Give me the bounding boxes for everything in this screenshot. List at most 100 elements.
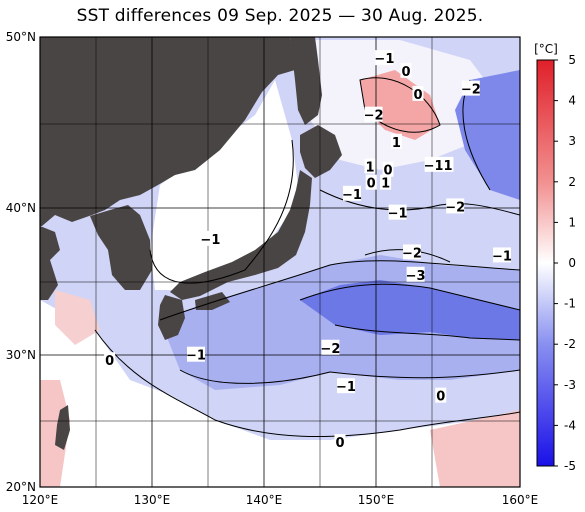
contour-label: −1	[336, 380, 356, 395]
contour-label-background	[337, 378, 355, 394]
contour-label-background	[446, 198, 465, 214]
warm-anomaly-patch-southwest	[40, 380, 70, 487]
lon-label-160: 160°E	[502, 493, 539, 507]
contour-labels: −100 −2−21−1 11 00 1−1−2−1−1−2 −1−3−2−10−100	[104, 50, 512, 451]
contour-label-background	[380, 174, 392, 190]
contour-label-background	[382, 161, 394, 177]
contour-label: 0	[401, 65, 410, 80]
contour-label: −1	[200, 233, 220, 248]
contour-line	[299, 283, 520, 311]
contour-label-background	[493, 247, 511, 263]
map-frame	[39, 36, 521, 488]
contour-label-background	[403, 244, 421, 260]
contour-label-background	[364, 158, 376, 174]
cool-anomaly-patch-northeast	[455, 70, 520, 200]
contour-label-background	[461, 80, 480, 96]
warm-anomaly-patch-southeast	[430, 410, 520, 487]
contour-label: −2	[402, 246, 422, 261]
warm-anomaly-patch-east-china-sea	[55, 290, 100, 345]
contour-label: 0	[335, 436, 344, 451]
contour-line	[179, 369, 520, 384]
land-asia-mainland	[40, 37, 295, 226]
contour-label: −3	[406, 269, 426, 284]
colorbar-tick-label: 5	[568, 53, 576, 67]
contour-label: 0	[383, 164, 392, 179]
colorbar-tick-label: 2	[568, 175, 576, 189]
contour-label: 0	[367, 177, 376, 192]
lat-label-30: 30°N	[6, 348, 36, 362]
longitude-labels: 120°E 130°E 140°E 150°E 160°E	[22, 493, 539, 507]
contour-line	[319, 189, 520, 216]
contour-line	[359, 77, 441, 133]
land-honshu	[170, 170, 312, 300]
contour-label-background	[201, 230, 220, 246]
near-zero-anomaly-region-west	[40, 300, 520, 487]
strong-cool-anomaly-core	[300, 280, 520, 340]
contour-label-background	[412, 85, 424, 101]
contour-label-background	[334, 434, 346, 450]
land-china-coast	[40, 226, 60, 300]
contour-label-background	[104, 352, 116, 368]
map-title: SST differences 09 Sep. 2025 — 30 Aug. 2…	[76, 6, 484, 26]
contour-label: −1	[388, 207, 408, 222]
contour-label: 1	[381, 177, 390, 192]
contour-line	[334, 324, 520, 341]
colorbar: [°C] 5 4 3 2 1 0 -1 -2 -3 -4 -5	[534, 42, 576, 473]
colorbar-tick-label: 3	[568, 134, 576, 148]
colorbar-tick-label: 0	[568, 256, 576, 270]
latitude-labels: 50°N 40°N 30°N 20°N	[6, 30, 36, 494]
lon-label-150: 150°E	[358, 493, 395, 507]
contour-label-background	[343, 185, 361, 201]
contour-label-background	[400, 62, 412, 78]
colorbar-tick-label: -5	[564, 459, 576, 473]
lat-label-40: 40°N	[6, 201, 36, 215]
land-taiwan	[55, 405, 70, 450]
contour-label: −1	[492, 249, 512, 264]
land-korea	[90, 205, 152, 290]
colorbar-tick-label: -3	[564, 378, 576, 392]
lat-label-20: 20°N	[6, 480, 36, 494]
colorbar-tick-label: -2	[564, 337, 576, 351]
colorbar-unit: [°C]	[534, 42, 558, 56]
contour-line	[94, 329, 520, 438]
map-area	[40, 37, 520, 487]
contour-label-background	[364, 106, 383, 122]
contour-line	[149, 139, 294, 284]
contour-label: −2	[461, 83, 481, 98]
contour-label: 0	[413, 88, 422, 103]
contour-label-background	[365, 174, 377, 190]
contour-label: 0	[105, 354, 114, 369]
contour-label-background	[442, 156, 454, 172]
colorbar-ticks: 5 4 3 2 1 0 -1 -2 -3 -4 -5	[554, 53, 576, 473]
contour-label: −1	[186, 349, 206, 364]
contour-label-background	[375, 50, 394, 66]
contour-label: 0	[436, 390, 445, 405]
contour-label: 1	[392, 136, 401, 151]
colorbar-tick-label: -4	[564, 418, 576, 432]
colorbar-tick-label: 1	[568, 215, 576, 229]
contour-label-background	[390, 133, 402, 149]
contour-label-background	[435, 387, 447, 403]
contour-label-background	[321, 339, 340, 355]
land-sakhalin	[290, 37, 322, 125]
contour-label-background	[388, 204, 407, 220]
contour-label-background	[187, 346, 205, 362]
colorbar-tick-label: -1	[564, 297, 576, 311]
contour-label: 1	[443, 159, 452, 174]
land-kyushu	[158, 295, 185, 340]
graticule	[40, 37, 520, 487]
contour-line	[159, 260, 520, 321]
contour-label-background	[406, 266, 425, 282]
colorbar-bar	[536, 59, 555, 467]
lon-label-130: 130°E	[134, 493, 171, 507]
contour-label: −1	[374, 52, 394, 67]
near-zero-anomaly-region-japan-sea	[150, 80, 300, 290]
contour-label: 1	[365, 160, 374, 175]
contour-label: −2	[445, 200, 465, 215]
colorbar-tick-label: 4	[568, 94, 576, 108]
contour-label-background	[424, 156, 443, 172]
contour-label: −1	[342, 188, 362, 203]
lon-label-140: 140°E	[246, 493, 283, 507]
contour-label: −2	[320, 342, 340, 357]
